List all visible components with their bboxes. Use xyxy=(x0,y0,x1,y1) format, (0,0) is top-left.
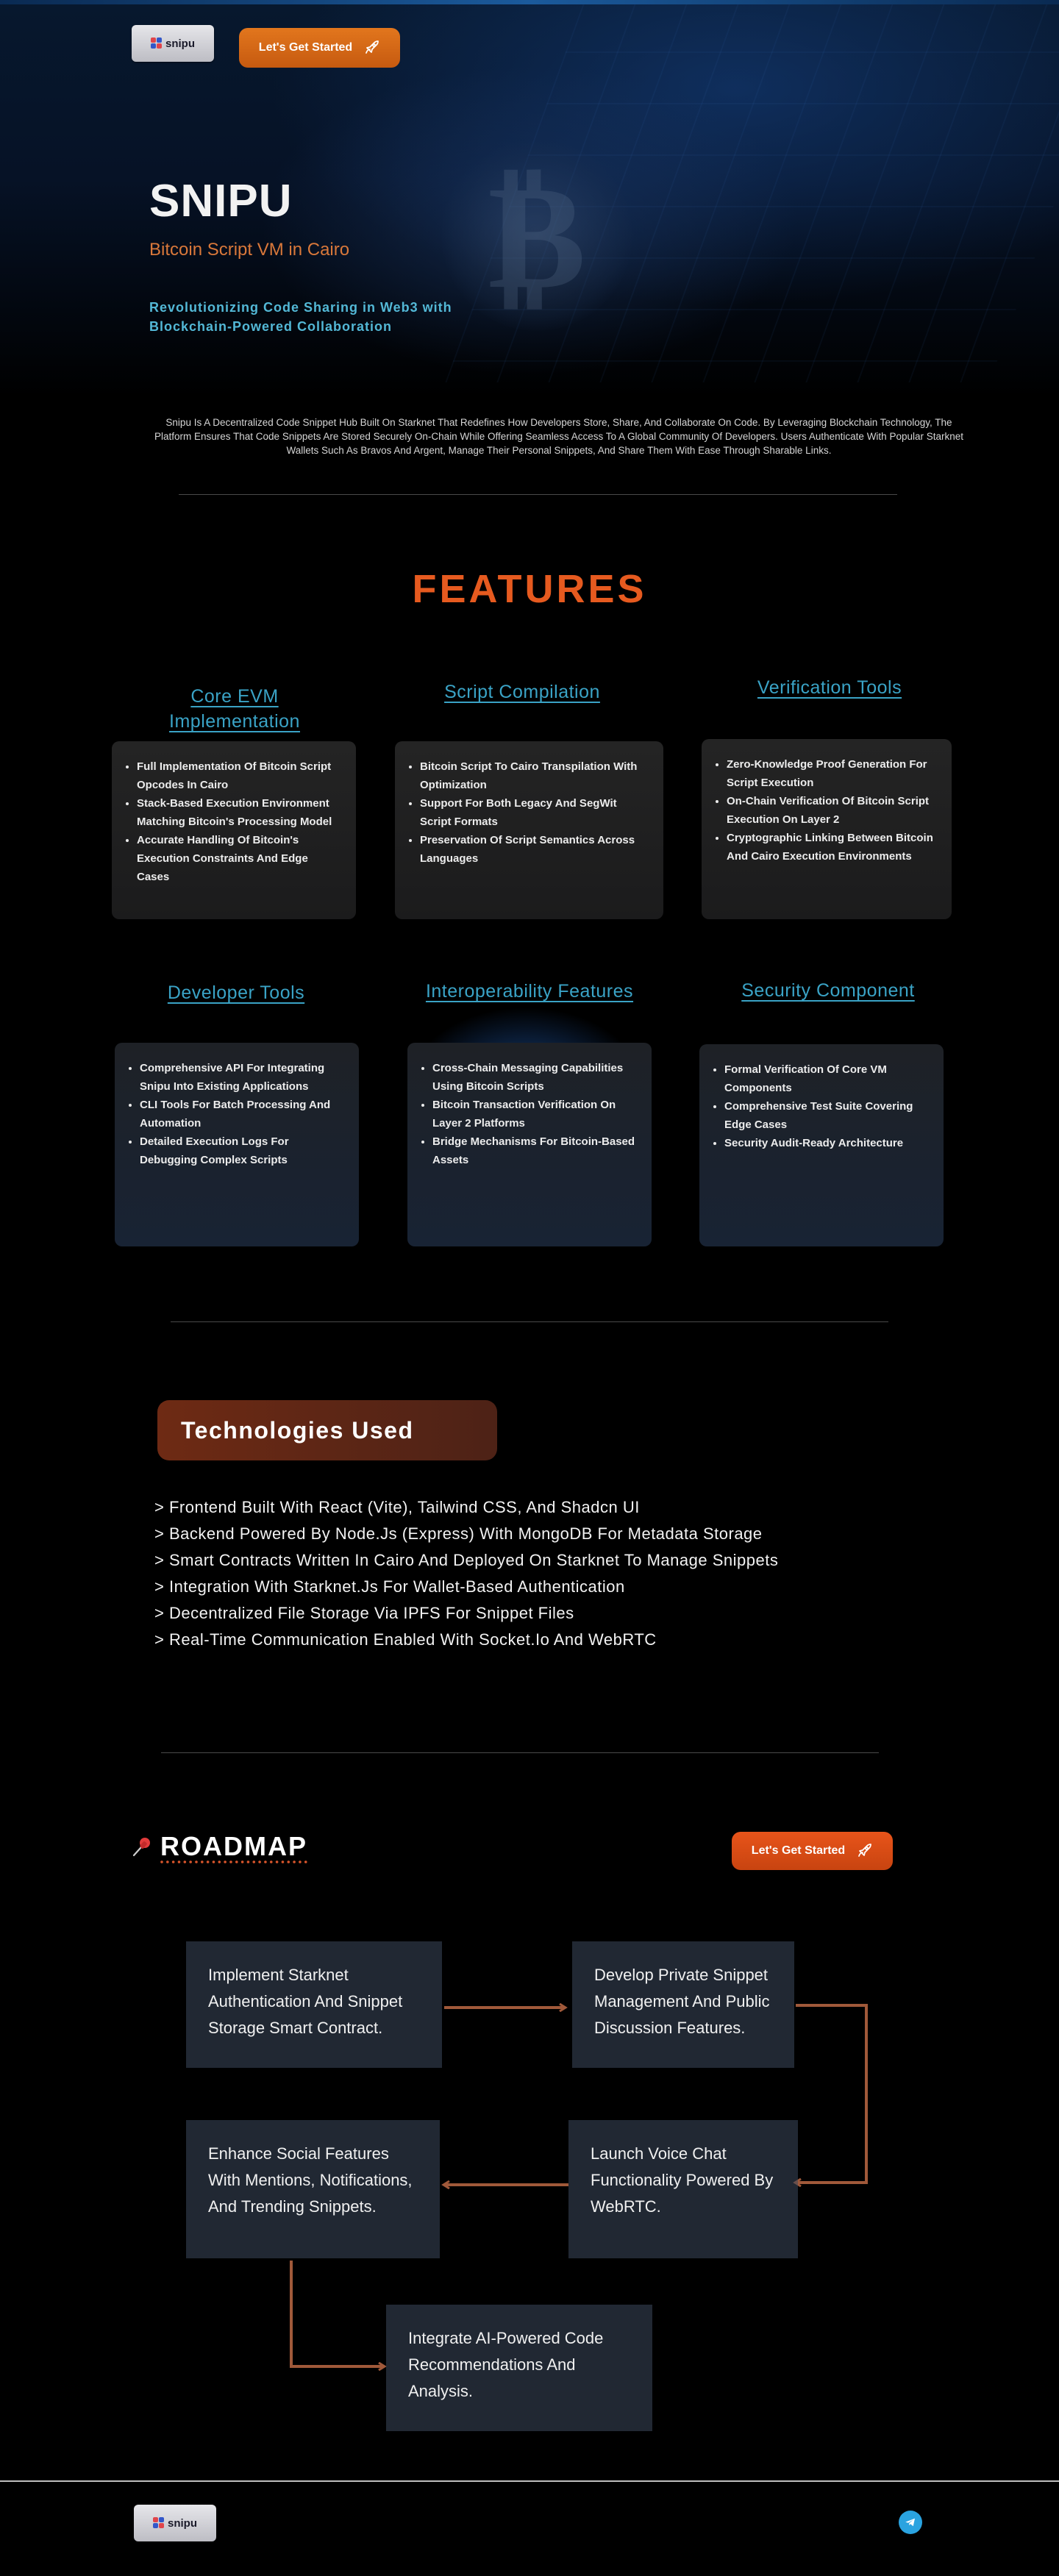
features-title: FEATURES xyxy=(412,567,647,611)
feature-card: Formal Verification Of Core VM Component… xyxy=(699,1044,944,1246)
get-started-label: Let's Get Started xyxy=(258,41,353,54)
feature-card: Full Implementation Of Bitcoin Script Op… xyxy=(112,741,356,919)
feature-point: CLI Tools For Batch Processing And Autom… xyxy=(140,1096,346,1132)
feature-point: Bitcoin Transaction Verification On Laye… xyxy=(432,1096,638,1132)
roadmap-step: Launch Voice Chat Functionality Powered … xyxy=(568,2120,798,2258)
technologies-list: > Frontend Built With React (Vite), Tail… xyxy=(154,1494,963,1653)
hero-tagline: Revolutionizing Code Sharing in Web3 wit… xyxy=(149,300,452,334)
feature-point: Accurate Handling Of Bitcoin's Execution… xyxy=(137,831,343,886)
telegram-icon[interactable] xyxy=(899,2511,922,2534)
feature-point: Cryptographic Linking Between Bitcoin An… xyxy=(727,829,938,866)
header-logo[interactable]: snipu xyxy=(132,25,214,62)
feature-point: Support For Both Legacy And SegWit Scrip… xyxy=(420,794,650,831)
tech-item: > Smart Contracts Written In Cairo And D… xyxy=(154,1551,779,1569)
roadmap-title: ROADMAP xyxy=(160,1831,307,1861)
telegram-plane-icon xyxy=(905,2518,915,2527)
footer-divider xyxy=(0,2480,1059,2482)
tech-item: > Decentralized File Storage Via IPFS Fo… xyxy=(154,1604,574,1622)
divider xyxy=(179,494,897,495)
roadmap-step: Implement Starknet Authentication And Sn… xyxy=(186,1941,442,2068)
divider xyxy=(161,1752,879,1753)
feature-card: Comprehensive API For Integrating Snipu … xyxy=(115,1043,359,1246)
feature-point: Cross-Chain Messaging Capabilities Using… xyxy=(432,1059,638,1096)
feature-point: Security Audit-Ready Architecture xyxy=(724,1134,930,1152)
logo-mark-icon xyxy=(153,2517,165,2529)
roadmap-step: Enhance Social Features With Mentions, N… xyxy=(186,2120,440,2258)
hero-title: SNIPU xyxy=(149,176,293,226)
feature-heading: Developer Tools xyxy=(167,982,305,1003)
feature-point: Preservation Of Script Semantics Across … xyxy=(420,831,650,868)
feature-point: Bitcoin Script To Cairo Transpilation Wi… xyxy=(420,757,650,794)
feature-point: Stack-Based Execution Environment Matchi… xyxy=(137,794,343,831)
hero-subtitle: Bitcoin Script VM in Cairo xyxy=(149,240,350,260)
feature-heading: Security Component xyxy=(741,980,915,1001)
logo-text: snipu xyxy=(168,2516,197,2530)
technologies-title: Technologies Used xyxy=(157,1400,497,1460)
feature-card: Zero-Knowledge Proof Generation For Scri… xyxy=(702,739,952,919)
feature-heading: Interoperability Features xyxy=(425,981,634,1002)
logo-text: snipu xyxy=(165,37,195,50)
roadmap-get-started-button[interactable]: Let's Get Started xyxy=(732,1832,893,1870)
feature-point: Zero-Knowledge Proof Generation For Scri… xyxy=(727,755,938,792)
get-started-button[interactable]: Let's Get Started xyxy=(239,28,400,68)
divider xyxy=(171,1321,888,1322)
roadmap-step: Integrate AI-Powered Code Recommendation… xyxy=(386,2305,652,2431)
feature-point: Comprehensive Test Suite Covering Edge C… xyxy=(724,1097,930,1134)
rocket-icon xyxy=(366,40,379,54)
tech-item: > Real-Time Communication Enabled With S… xyxy=(154,1630,657,1649)
roadmap-step: Develop Private Snippet Management And P… xyxy=(572,1941,794,2068)
feature-point: Comprehensive API For Integrating Snipu … xyxy=(140,1059,346,1096)
intro-paragraph: Snipu Is A Decentralized Code Snippet Hu… xyxy=(154,417,964,456)
get-started-label: Let's Get Started xyxy=(751,1844,846,1857)
tech-item: > Integration With Starknet.Js For Walle… xyxy=(154,1577,625,1596)
hero-section: ₿ xyxy=(0,0,1059,397)
bitcoin-coin-icon: ₿ xyxy=(441,140,632,331)
feature-point: Detailed Execution Logs For Debugging Co… xyxy=(140,1132,346,1169)
feature-card: Cross-Chain Messaging Capabilities Using… xyxy=(407,1043,652,1246)
feature-point: Full Implementation Of Bitcoin Script Op… xyxy=(137,757,343,794)
footer-logo[interactable]: snipu xyxy=(134,2505,216,2541)
feature-point: Bridge Mechanisms For Bitcoin-Based Asse… xyxy=(432,1132,638,1169)
tech-item: > Frontend Built With React (Vite), Tail… xyxy=(154,1498,640,1516)
feature-point: On-Chain Verification Of Bitcoin Script … xyxy=(727,792,938,829)
roadmap-heading: ROADMAP xyxy=(131,1831,307,1862)
pin-icon xyxy=(132,1838,150,1857)
rocket-icon xyxy=(858,1844,872,1857)
feature-heading: Core EVM Implementation xyxy=(169,686,300,732)
tech-item: > Backend Powered By Node.Js (Express) W… xyxy=(154,1524,763,1543)
feature-heading: Verification Tools xyxy=(757,677,902,698)
feature-heading: Script Compilation xyxy=(444,682,600,702)
logo-mark-icon xyxy=(151,38,163,49)
feature-card: Bitcoin Script To Cairo Transpilation Wi… xyxy=(395,741,663,919)
top-accent-bar xyxy=(0,0,1059,4)
feature-point: Formal Verification Of Core VM Component… xyxy=(724,1060,930,1097)
